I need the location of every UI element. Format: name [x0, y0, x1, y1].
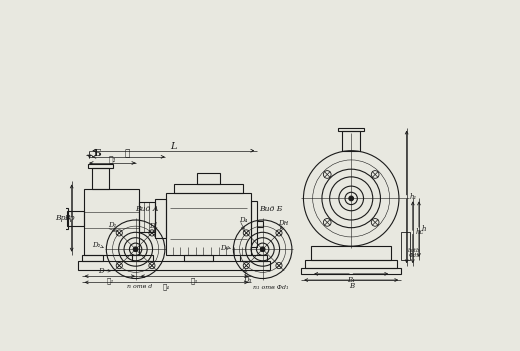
Text: Вр: Вр — [64, 214, 74, 222]
Bar — [132, 254, 153, 261]
Bar — [184, 254, 213, 261]
Bar — [338, 128, 365, 131]
Text: h₁: h₁ — [410, 193, 417, 201]
Text: Б: Б — [93, 148, 101, 158]
Text: h: h — [422, 225, 426, 233]
Circle shape — [349, 196, 354, 201]
Text: Вр: Вр — [55, 214, 66, 222]
Bar — [84, 189, 139, 254]
Text: hc: hc — [416, 228, 424, 236]
Text: ℓ₃: ℓ₃ — [191, 276, 198, 284]
Circle shape — [133, 247, 138, 252]
Bar — [92, 168, 109, 189]
Bar — [139, 202, 155, 232]
Text: D₁: D₁ — [108, 221, 116, 229]
Text: D₅: D₅ — [220, 244, 229, 252]
Bar — [78, 261, 270, 270]
Text: ℓ₂: ℓ₂ — [106, 276, 113, 284]
Text: n₁ отв Фd₁: n₁ отв Фd₁ — [253, 285, 288, 290]
Text: D₂: D₂ — [93, 241, 101, 250]
Text: ℓ₁: ℓ₁ — [109, 156, 116, 164]
Bar — [88, 164, 112, 168]
Text: D₃: D₃ — [243, 276, 251, 284]
Bar — [305, 260, 397, 268]
Bar — [82, 254, 103, 261]
Text: Dн: Dн — [278, 219, 288, 227]
Bar — [401, 232, 410, 260]
Text: ℓ: ℓ — [124, 149, 130, 158]
Text: ℓ₄: ℓ₄ — [163, 282, 170, 290]
Bar — [197, 173, 220, 184]
Bar — [342, 131, 360, 151]
Text: Фd₃: Фd₃ — [409, 253, 420, 258]
Text: Вид А: Вид А — [135, 205, 159, 213]
Text: D₄: D₄ — [239, 216, 247, 224]
Text: D: D — [98, 267, 103, 275]
Text: n отв d: n отв d — [127, 284, 152, 289]
Circle shape — [261, 247, 265, 252]
Bar — [166, 193, 251, 254]
Text: B₁: B₁ — [347, 276, 355, 284]
Text: Вид Б: Вид Б — [258, 205, 282, 213]
Bar — [174, 184, 243, 193]
Text: B: B — [348, 282, 354, 290]
Bar — [155, 199, 166, 238]
Bar — [251, 201, 257, 247]
Bar — [67, 211, 84, 226]
Text: Dl: Dl — [149, 222, 158, 230]
Bar — [63, 208, 68, 230]
Bar — [301, 268, 401, 274]
Text: L: L — [170, 143, 177, 151]
Bar — [311, 246, 391, 260]
Bar — [240, 254, 267, 261]
Text: botb: botb — [408, 247, 421, 252]
